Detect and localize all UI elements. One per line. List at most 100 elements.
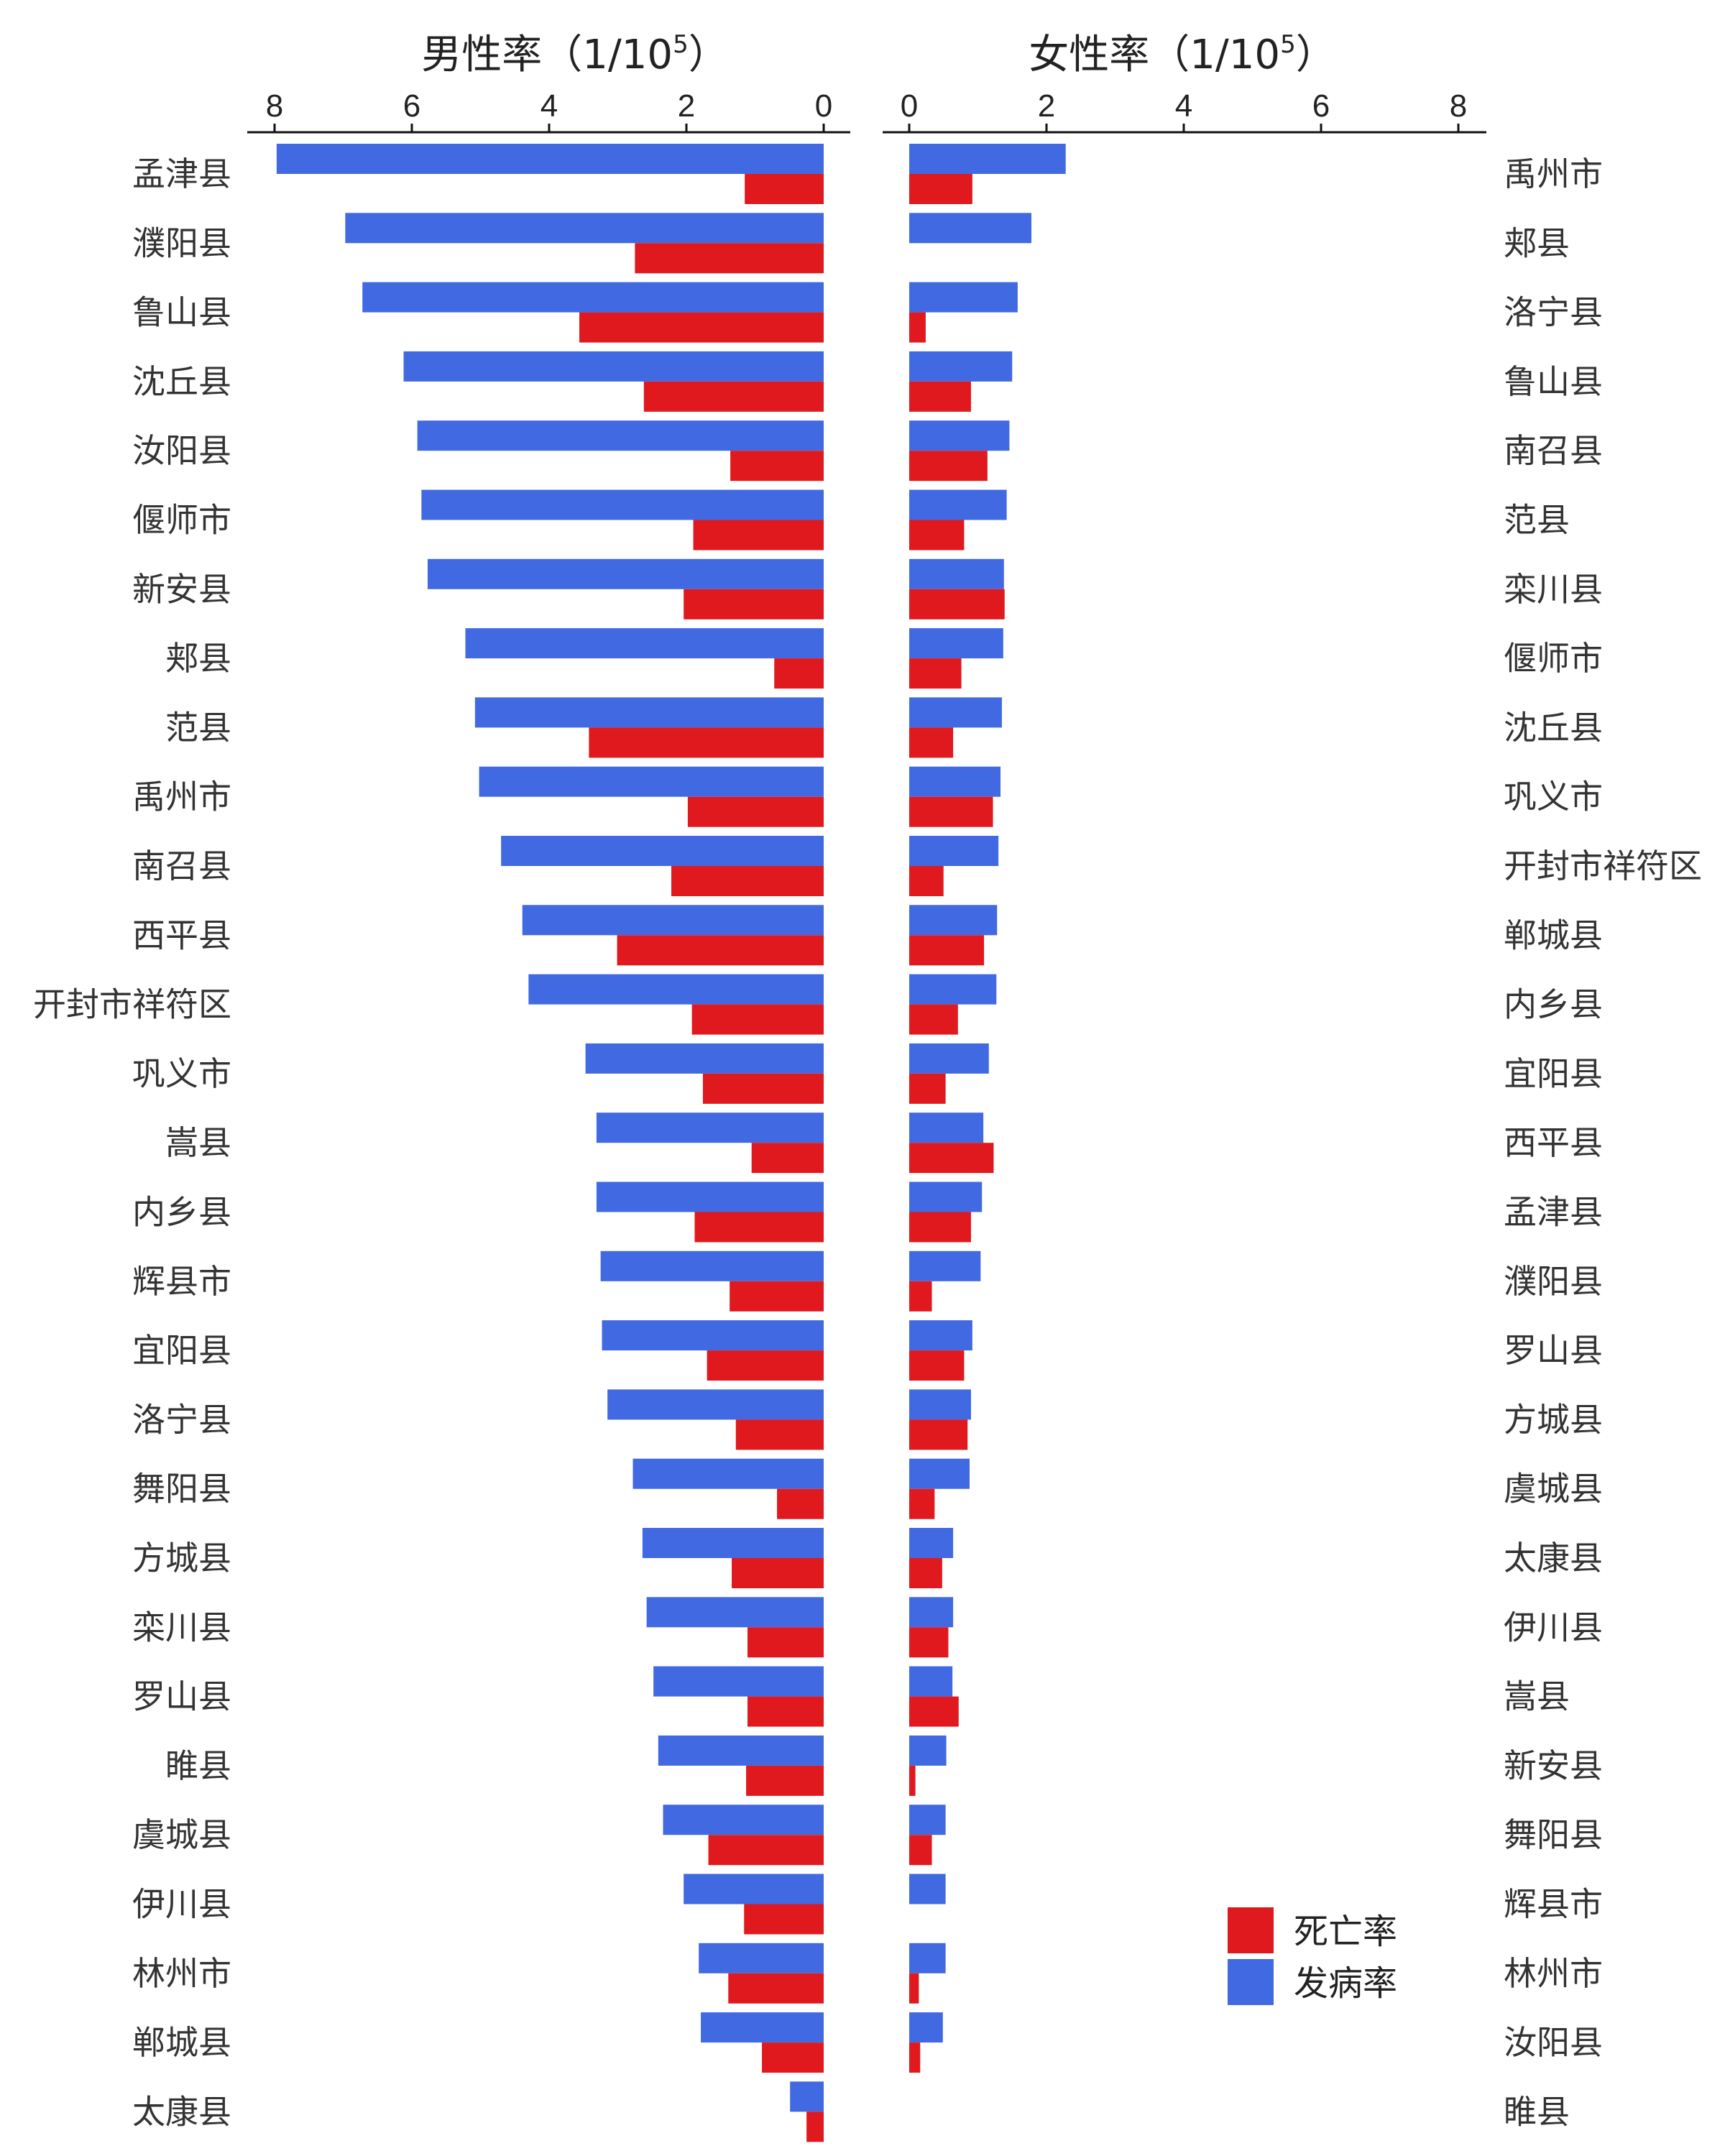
male-category-label: 太康县 [132,2092,231,2131]
male-category-label: 栾川县 [132,1608,231,1646]
female-death-bar [909,1212,971,1243]
male-death-bar [745,174,824,204]
male-incidence-bar [465,628,824,659]
male-incidence-bar [403,351,824,382]
female-death-bar [909,1143,994,1174]
male-bars [276,144,824,2142]
female-death-bar [909,1488,935,1519]
female-incidence-bar [909,905,998,936]
female-category-label: 罗山县 [1504,1331,1603,1370]
female-incidence-bar [909,1112,984,1143]
female-incidence-bar [909,1666,953,1697]
female-category-label: 濮阳县 [1504,1262,1603,1301]
male-tick-label: 8 [266,88,283,124]
male-category-label: 嵩县 [165,1123,231,1162]
legend: 死亡率 发病率 [1228,1907,1397,2005]
female-category-label: 巩义市 [1504,778,1603,816]
female-title-superscript: 5 [1280,30,1296,59]
legend-swatch-death [1228,1907,1274,1953]
female-category-label: 内乡县 [1504,985,1603,1024]
female-death-bar [909,866,944,896]
male-death-bar [687,796,824,827]
female-incidence-bar [909,628,1003,659]
male-category-label: 郏县 [165,639,231,678]
female-category-labels: 禹州市郏县洛宁县鲁山县南召县范县栾川县偃师市沈丘县巩义市开封市祥符区郸城县内乡县… [1504,155,1702,2131]
female-category-label: 洛宁县 [1504,293,1603,332]
male-category-label: 罗山县 [132,1677,231,1716]
female-death-bar [909,1973,919,2004]
male-death-bar [735,1419,824,1450]
male-death-bar [774,658,824,689]
male-category-label: 禹州市 [132,778,231,816]
male-x-ticks: 8 6 4 2 0 [266,88,832,132]
male-death-bar [702,1073,824,1104]
female-incidence-bar [909,558,1004,589]
female-incidence-bar [909,1043,989,1074]
female-incidence-bar [909,351,1013,382]
female-category-label: 方城县 [1504,1400,1603,1439]
male-incidence-bar [417,420,824,451]
female-death-bar [909,589,1005,619]
female-incidence-bar [909,1250,981,1281]
female-death-bar [909,520,965,550]
male-death-bar [643,381,824,412]
female-death-bar [909,1835,932,1866]
male-incidence-bar [474,697,824,728]
female-category-label: 林州市 [1504,1954,1603,1993]
female-category-label: 南召县 [1504,431,1603,470]
male-incidence-bar [632,1458,824,1489]
female-incidence-bar [909,2012,943,2043]
male-death-bar [635,243,824,274]
female-chart-title: 女性率（1/105） [1029,30,1335,78]
legend-label-death: 死亡率 [1294,1912,1397,1952]
male-category-label: 巩义市 [132,1054,231,1093]
female-incidence-bar [909,1805,946,1835]
male-category-label: 内乡县 [132,1193,231,1232]
male-incidence-bar [427,558,824,589]
male-title-close: ） [689,32,729,78]
male-incidence-bar [421,489,824,520]
male-tick-label: 6 [403,88,420,124]
male-death-bar [707,1350,824,1381]
male-incidence-bar [699,1943,824,1973]
male-death-bar [777,1488,824,1519]
male-category-label: 偃师市 [132,501,231,540]
female-incidence-bar [909,1458,970,1489]
female-incidence-bar [909,1389,971,1420]
male-incidence-bar [642,1528,824,1558]
female-category-label: 辉县市 [1504,1885,1603,1924]
female-incidence-bar [909,420,1010,451]
female-bars [909,144,1066,2073]
male-category-label: 林州市 [132,1954,231,1993]
male-category-label: 开封市祥符区 [33,985,231,1024]
female-incidence-bar [909,213,1031,244]
female-death-bar [909,381,971,412]
male-death-bar [762,2042,824,2073]
male-death-bar [747,1696,824,1727]
male-category-labels: 孟津县濮阳县鲁山县沈丘县汝阳县偃师市新安县郏县范县禹州市南召县西平县开封市祥符区… [33,155,231,2131]
male-category-label: 舞阳县 [132,1470,231,1508]
female-incidence-bar [909,697,1002,728]
female-category-label: 宜阳县 [1504,1054,1603,1093]
male-tick-label: 0 [815,88,832,124]
male-category-label: 新安县 [132,570,231,609]
male-incidence-bar [596,1181,824,1212]
female-category-label: 睢县 [1504,2092,1570,2131]
female-death-bar [909,1073,946,1104]
male-chart-title: 男性率（1/105） [421,30,728,78]
male-title-superscript: 5 [673,30,689,59]
female-category-label: 汝阳县 [1504,2023,1603,2062]
female-category-label: 偃师市 [1504,639,1603,678]
female-death-bar [909,1419,968,1450]
female-category-label: 栾川县 [1504,570,1603,609]
male-incidence-bar [701,2012,824,2043]
female-death-bar [909,935,985,966]
female-tick-label: 6 [1312,88,1330,124]
male-death-bar [693,520,824,550]
male-death-bar [744,1904,824,1935]
male-incidence-bar [646,1597,824,1628]
female-incidence-bar [909,1320,972,1351]
female-tick-label: 4 [1175,88,1192,124]
male-category-label: 虞城县 [132,1815,231,1854]
female-category-label: 新安县 [1504,1746,1603,1785]
